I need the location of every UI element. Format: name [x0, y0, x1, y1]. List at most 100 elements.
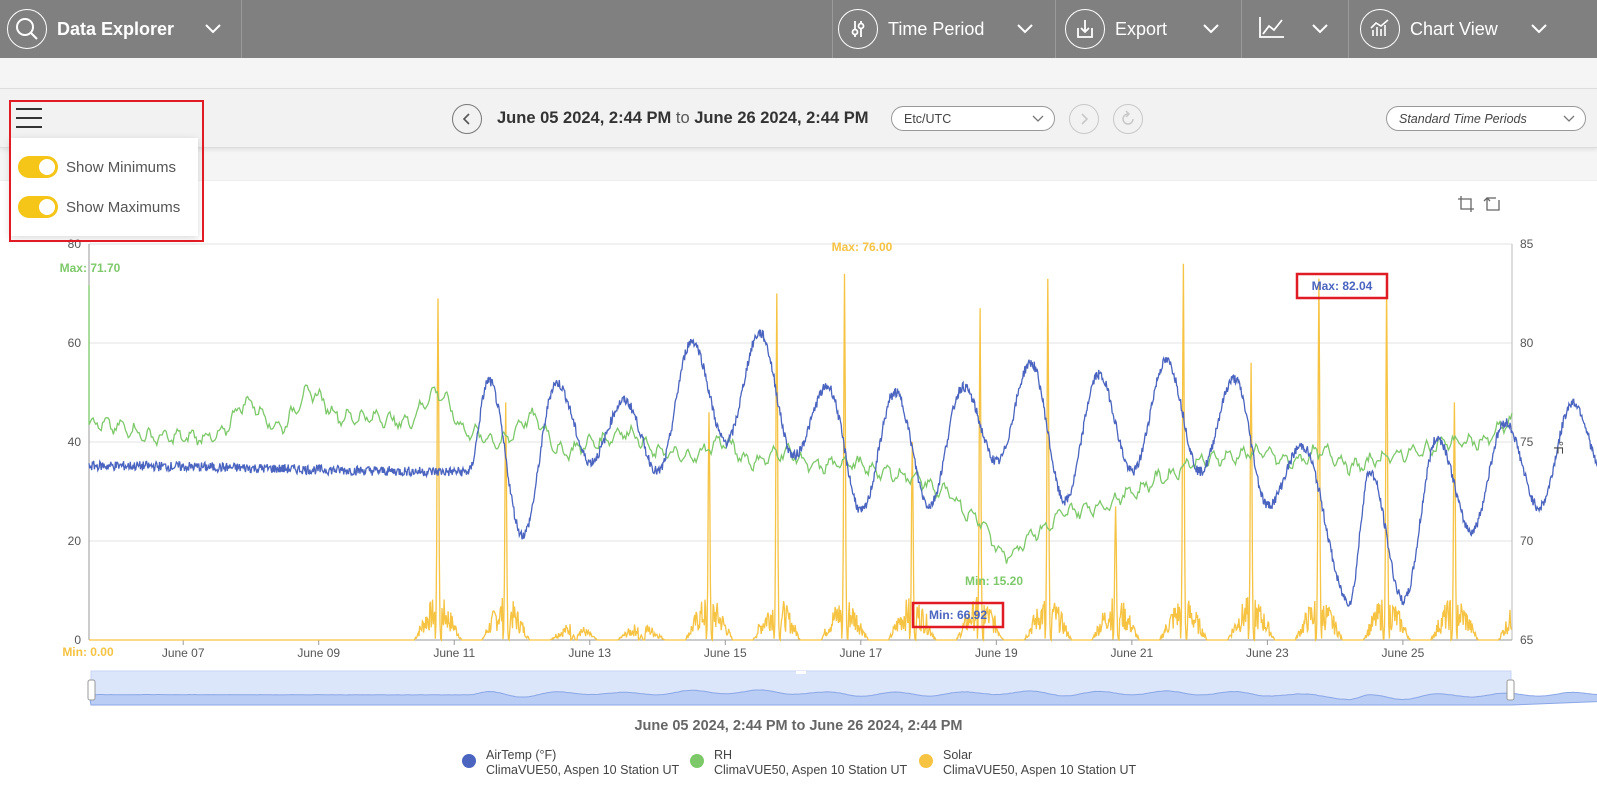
zoom-reset-icon[interactable]: [1483, 197, 1500, 211]
download-icon: [1065, 9, 1105, 49]
chevron-down-icon[interactable]: [1015, 19, 1035, 39]
standard-periods-value: Standard Time Periods: [1399, 111, 1527, 126]
navigator-right-handle[interactable]: [1506, 679, 1515, 701]
chart-grid: [88, 243, 1513, 641]
legend-source: ClimaVUE50, Aspen 10 Station UT: [486, 763, 680, 777]
airtemp-min-label: Min: 66.92: [929, 608, 987, 622]
export-menu[interactable]: Export: [1056, 0, 1242, 58]
timezone-value: Etc/UTC: [904, 111, 952, 126]
legend-source: ClimaVUE50, Aspen 10 Station UT: [943, 763, 1137, 777]
x-tick-label: June 09: [297, 646, 340, 660]
y-left-tick-label: 60: [68, 336, 82, 350]
previous-period-button[interactable]: [452, 104, 482, 134]
x-tick-label: June 17: [839, 646, 882, 660]
chevron-right-icon: [1081, 113, 1089, 125]
chart-view-label: Chart View: [1410, 18, 1498, 39]
bar-chart-icon: [1360, 9, 1400, 49]
refresh-button[interactable]: [1113, 104, 1143, 134]
range-to: to: [675, 109, 690, 127]
x-tick-label: June 19: [975, 646, 1018, 660]
x-tick-label: June 15: [704, 646, 747, 660]
next-period-button[interactable]: [1069, 104, 1099, 134]
y-right-tick-label: 80: [1520, 336, 1534, 350]
legend-name: AirTemp (°F): [486, 748, 557, 762]
chevron-down-icon: [1032, 115, 1044, 122]
y-right-tick-label: 70: [1520, 534, 1534, 548]
solar-series-line: [89, 263, 1512, 643]
app-title: Data Explorer: [57, 18, 175, 39]
legend-dot: [462, 754, 476, 768]
show-minimums-toggle[interactable]: [18, 156, 58, 178]
chart-options-menu-button[interactable]: [16, 108, 42, 132]
show-maximums-toggle[interactable]: [18, 196, 58, 218]
chart-annotations: Max: 71.70 Min: 15.20 Max: 76.00 Min: 0.00 M…: [60, 240, 1389, 659]
airtemp-min-label-highlight: [911, 601, 1005, 629]
airtemp-max-label: Max: 82.04: [1312, 279, 1373, 293]
data-explorer-menu[interactable]: Data Explorer: [0, 0, 242, 58]
x-axis: June 07 June 09 June 11 June 13 June 15 June …: [162, 640, 1425, 660]
export-label: Export: [1115, 18, 1168, 39]
show-minimums-label: Show Minimums: [66, 158, 177, 176]
range-end: June 26 2024, 2:44 PM: [694, 109, 869, 127]
hamburger-icon-bar: [16, 126, 42, 128]
timezone-select[interactable]: Etc/UTC: [891, 106, 1055, 131]
x-tick-label: June 13: [568, 646, 611, 660]
time-range-controls: June 05 2024, 2:44 PM to June 26 2024, 2…: [0, 88, 1597, 148]
x-tick-label: June 07: [162, 646, 205, 660]
y-left-tick-label: 0: [74, 633, 81, 647]
rh-min-label: Min: 15.20: [965, 574, 1023, 588]
line-chart-icon: [1258, 15, 1286, 44]
rh-max-label: Max: 71.70: [60, 261, 121, 275]
time-range-text: June 05 2024, 2:44 PM to June 26 2024, 2…: [497, 109, 868, 128]
navigator-series: [88, 689, 1597, 706]
show-minimums-row[interactable]: Show Minimums: [18, 156, 176, 178]
y-right-tick-label: 65: [1520, 633, 1534, 647]
chevron-down-icon[interactable]: [1310, 19, 1330, 39]
chevron-left-icon: [462, 113, 470, 125]
right-axis-unit: °F: [1551, 441, 1566, 454]
chart-type-menu[interactable]: [1242, 0, 1349, 58]
x-tick-label: June 21: [1111, 646, 1154, 660]
chart-view-menu[interactable]: Chart View: [1349, 0, 1597, 58]
legend-dot: [690, 754, 704, 768]
solar-min-label: Min: 0.00: [62, 645, 114, 659]
menu-highlight-box: [9, 100, 204, 242]
time-period-menu[interactable]: Time Period: [832, 0, 1056, 58]
y-right-axis: 65 70 75 80 85: [1520, 237, 1534, 647]
range-navigator[interactable]: [87, 670, 1597, 706]
x-tick-label: June 25: [1382, 646, 1425, 660]
navigator-left-handle[interactable]: [87, 679, 96, 701]
navigator-scroll-grip[interactable]: [796, 671, 806, 674]
legend-name: RH: [714, 748, 733, 762]
legend-item-airtemp[interactable]: AirTemp (°F) ClimaVUE50, Aspen 10 Station…: [462, 748, 679, 778]
standard-time-periods-select[interactable]: Standard Time Periods: [1386, 106, 1586, 131]
show-maximums-row[interactable]: Show Maximums: [18, 196, 180, 218]
chevron-down-icon: [1563, 115, 1575, 122]
y-left-tick-label: 40: [68, 435, 82, 449]
y-right-tick-label: 75: [1520, 435, 1534, 449]
hamburger-icon-bar: [16, 108, 42, 110]
chevron-down-icon[interactable]: [1201, 19, 1221, 39]
airtemp-max-label-highlight: [1295, 272, 1389, 300]
top-toolbar: Data Explorer Time Period Export: [0, 0, 1597, 58]
legend-item-solar[interactable]: Solar ClimaVUE50, Aspen 10 Station UT: [919, 748, 1136, 778]
solar-max-label: Max: 76.00: [832, 240, 893, 254]
legend-dot: [919, 754, 933, 768]
airtemp-series-line: [88, 328, 1597, 607]
x-tick-label: June 11: [433, 646, 475, 660]
chevron-down-icon[interactable]: [203, 19, 223, 39]
legend-item-rh[interactable]: RH ClimaVUE50, Aspen 10 Station UT: [690, 748, 907, 778]
legend-name: Solar: [943, 748, 973, 762]
legend-source: ClimaVUE50, Aspen 10 Station UT: [714, 763, 908, 777]
sliders-icon: [838, 9, 878, 49]
chevron-down-icon[interactable]: [1529, 19, 1549, 39]
range-start: June 05 2024, 2:44 PM: [497, 109, 672, 127]
search-icon: [7, 9, 47, 49]
zoom-in-icon[interactable]: [1458, 196, 1474, 212]
show-maximums-label: Show Maximums: [66, 198, 181, 216]
chart-range-caption: June 05 2024, 2:44 PM to June 26 2024, 2…: [634, 718, 963, 734]
refresh-icon: [1122, 110, 1134, 125]
rh-series-line: [88, 285, 1513, 564]
